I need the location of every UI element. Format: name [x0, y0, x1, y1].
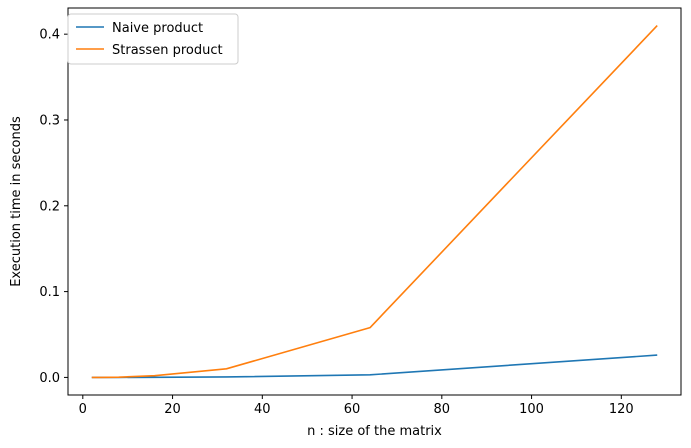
x-axis-label: n : size of the matrix: [307, 424, 442, 439]
legend: Naive product Strassen product: [67, 13, 239, 65]
x-tick-label: 60: [344, 402, 361, 417]
y-tick-label: 0.0: [39, 371, 60, 386]
x-tick-label: 120: [609, 402, 634, 417]
x-tick-label: 100: [519, 402, 544, 417]
y-tick-label: 0.1: [39, 285, 60, 300]
series-line-1: [91, 25, 658, 379]
legend-box: [67, 13, 239, 65]
legend-label-naive: Naive product: [112, 21, 203, 36]
y-tick-label: 0.3: [39, 113, 60, 128]
y-tick-label: 0.2: [39, 199, 60, 214]
legend-label-strassen: Strassen product: [112, 43, 223, 58]
y-tick-label: 0.4: [39, 28, 60, 43]
x-tick-label: 20: [164, 402, 181, 417]
y-axis-ticks: 0.0 0.1 0.2 0.3 0.4: [39, 28, 68, 386]
plot-frame: [67, 7, 682, 396]
x-tick-label: 40: [254, 402, 271, 417]
y-axis-label: Execution time in seconds: [9, 116, 24, 287]
x-tick-label: 80: [434, 402, 451, 417]
series-layer: [91, 25, 658, 379]
x-axis-ticks: 0 20 40 60 80 100 120: [79, 395, 634, 417]
x-tick-label: 0: [79, 402, 87, 417]
